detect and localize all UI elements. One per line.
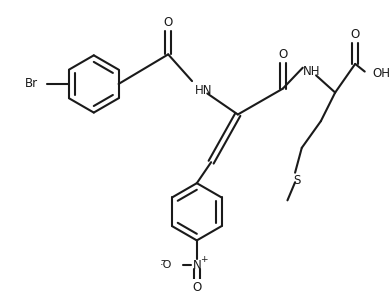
Text: OH: OH bbox=[372, 67, 390, 80]
Text: O: O bbox=[192, 281, 201, 292]
Text: S: S bbox=[293, 174, 301, 187]
Text: O: O bbox=[351, 28, 360, 41]
Text: N: N bbox=[192, 259, 201, 272]
Text: –: – bbox=[160, 256, 165, 265]
Text: +: + bbox=[200, 255, 207, 264]
Text: Br: Br bbox=[25, 77, 38, 91]
Text: NH: NH bbox=[303, 65, 320, 78]
Text: HN: HN bbox=[195, 84, 212, 97]
Text: ·O: ·O bbox=[160, 260, 172, 270]
Text: O: O bbox=[163, 16, 173, 29]
Text: O: O bbox=[278, 48, 287, 61]
